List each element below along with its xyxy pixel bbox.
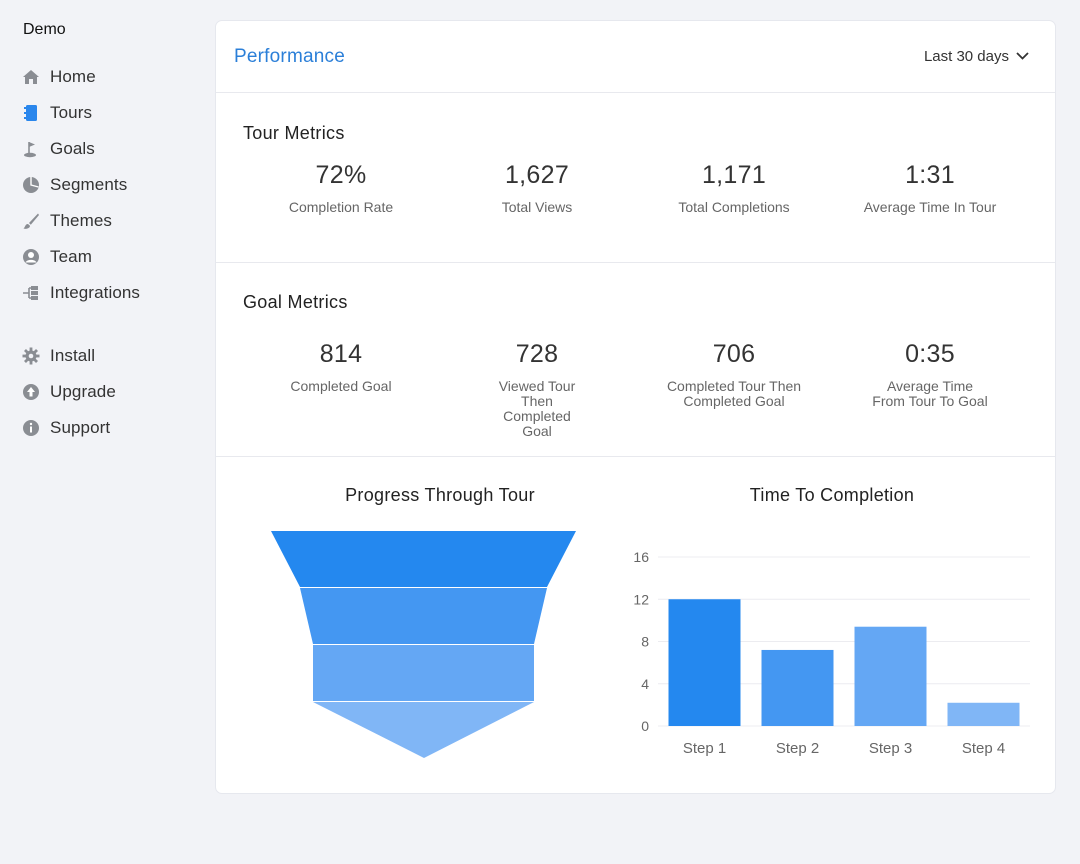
sidebar-item-goals[interactable]: Goals — [21, 135, 196, 163]
metric-label: Completion Rate — [288, 199, 394, 215]
sidebar: Demo Home Tours Goals Segments — [0, 0, 200, 864]
metric-label: Completed Goal — [290, 378, 392, 394]
metric-label: Total Completions — [678, 199, 790, 215]
brush-icon — [21, 211, 41, 231]
metric-value: 1,627 — [504, 161, 570, 189]
flag-icon — [21, 139, 41, 159]
bar-1 — [668, 599, 741, 726]
y-tick-label: 12 — [633, 591, 649, 607]
sidebar-item-themes[interactable]: Themes — [21, 207, 196, 235]
funnel-chart-title: Progress Through Tour — [345, 485, 535, 505]
sidebar-item-label: Integrations — [50, 283, 141, 302]
section-title: Goal Metrics — [243, 292, 348, 312]
info-icon — [21, 418, 41, 438]
sidebar-item-label: Tours — [50, 103, 93, 122]
metric-value: 0:35 — [905, 340, 955, 368]
metric-completion-rate: 72% Completion Rate — [243, 161, 439, 215]
page-title: Performance — [234, 46, 345, 67]
metric-value: 1:31 — [905, 161, 955, 189]
x-tick-label: Step 3 — [869, 740, 912, 757]
sidebar-item-label: Home — [50, 67, 96, 86]
sidebar-item-label: Themes — [50, 211, 113, 230]
gear-icon — [21, 346, 41, 366]
y-tick-label: 4 — [641, 676, 649, 692]
sidebar-item-team[interactable]: Team — [21, 243, 196, 271]
metric-label: Viewed Tour Then Completed Goal — [498, 378, 576, 439]
metric-value: 728 — [515, 340, 559, 368]
home-icon — [21, 67, 41, 87]
metric-value: 814 — [319, 340, 363, 368]
y-tick-label: 16 — [633, 549, 649, 565]
sidebar-item-tours[interactable]: Tours — [21, 99, 196, 127]
pie-icon — [21, 175, 41, 195]
sidebar-item-segments[interactable]: Segments — [21, 171, 196, 199]
sidebar-item-label: Upgrade — [50, 382, 116, 401]
performance-card: Performance Last 30 days Tour Metrics 72… — [215, 20, 1056, 794]
metric-completed-tour-completed-goal: 706 Completed Tour Then Completed Goal — [636, 340, 832, 409]
sidebar-item-label: Segments — [50, 175, 128, 194]
tour-metrics-section: Tour Metrics 72% Completion Rate 1,627 T… — [216, 93, 1055, 263]
metric-value: 72% — [315, 161, 367, 189]
funnel-stage-2 — [300, 588, 547, 644]
bar-3 — [854, 626, 927, 726]
integration-icon — [21, 283, 41, 303]
sidebar-item-upgrade[interactable]: Upgrade — [21, 378, 196, 406]
chevron-down-icon — [1016, 47, 1029, 65]
date-range-label: Last 30 days — [923, 47, 1009, 65]
bar-chart: 0 4 8 12 16 Step 1 Step 2 Step 3 Step 4 — [633, 549, 1030, 757]
metric-viewed-tour-completed-goal: 728 Viewed Tour Then Completed Goal — [439, 340, 635, 439]
funnel-stage-1 — [271, 531, 576, 587]
sidebar-item-install[interactable]: Install — [21, 342, 196, 370]
card-header: Performance Last 30 days — [216, 21, 1055, 93]
bar-chart-title: Time To Completion — [749, 485, 915, 505]
section-title: Tour Metrics — [243, 123, 345, 143]
metric-average-time: 1:31 Average Time In Tour — [832, 161, 1028, 215]
sidebar-item-label: Team — [50, 247, 92, 266]
x-tick-label: Step 4 — [962, 740, 1005, 757]
metric-value: 706 — [712, 340, 756, 368]
sidebar-item-home[interactable]: Home — [21, 63, 196, 91]
metric-label: Total Views — [501, 199, 573, 215]
metric-label: Average Time From Tour To Goal — [872, 378, 988, 409]
metric-value: 1,171 — [701, 161, 767, 189]
y-tick-label: 0 — [641, 718, 649, 734]
metric-label: Completed Tour Then Completed Goal — [666, 378, 802, 409]
bar-2 — [761, 649, 834, 726]
goal-metrics-section: Goal Metrics 814 Completed Goal 728 View… — [216, 263, 1055, 457]
sidebar-item-label: Support — [50, 418, 111, 437]
sidebar-item-label: Goals — [50, 139, 95, 158]
y-tick-label: 8 — [641, 634, 649, 650]
metric-average-time-tour-to-goal: 0:35 Average Time From Tour To Goal — [832, 340, 1028, 409]
funnel-stage-3 — [313, 645, 534, 701]
app-brand: Demo — [23, 21, 66, 38]
funnel-stage-4 — [313, 702, 534, 758]
sidebar-item-support[interactable]: Support — [21, 414, 196, 442]
metric-total-completions: 1,171 Total Completions — [636, 161, 832, 215]
metric-label: Average Time In Tour — [863, 199, 997, 215]
bar-4 — [947, 702, 1020, 726]
funnel-chart — [271, 531, 576, 758]
sidebar-item-label: Install — [50, 346, 96, 365]
user-icon — [21, 247, 41, 267]
book-icon — [21, 103, 41, 123]
x-tick-label: Step 2 — [776, 740, 819, 757]
date-range-select[interactable]: Last 30 days — [924, 47, 1029, 65]
x-tick-label: Step 1 — [683, 740, 726, 757]
metric-completed-goal: 814 Completed Goal — [243, 340, 439, 394]
upgrade-icon — [21, 382, 41, 402]
sidebar-item-integrations[interactable]: Integrations — [21, 279, 196, 307]
metric-total-views: 1,627 Total Views — [439, 161, 635, 215]
